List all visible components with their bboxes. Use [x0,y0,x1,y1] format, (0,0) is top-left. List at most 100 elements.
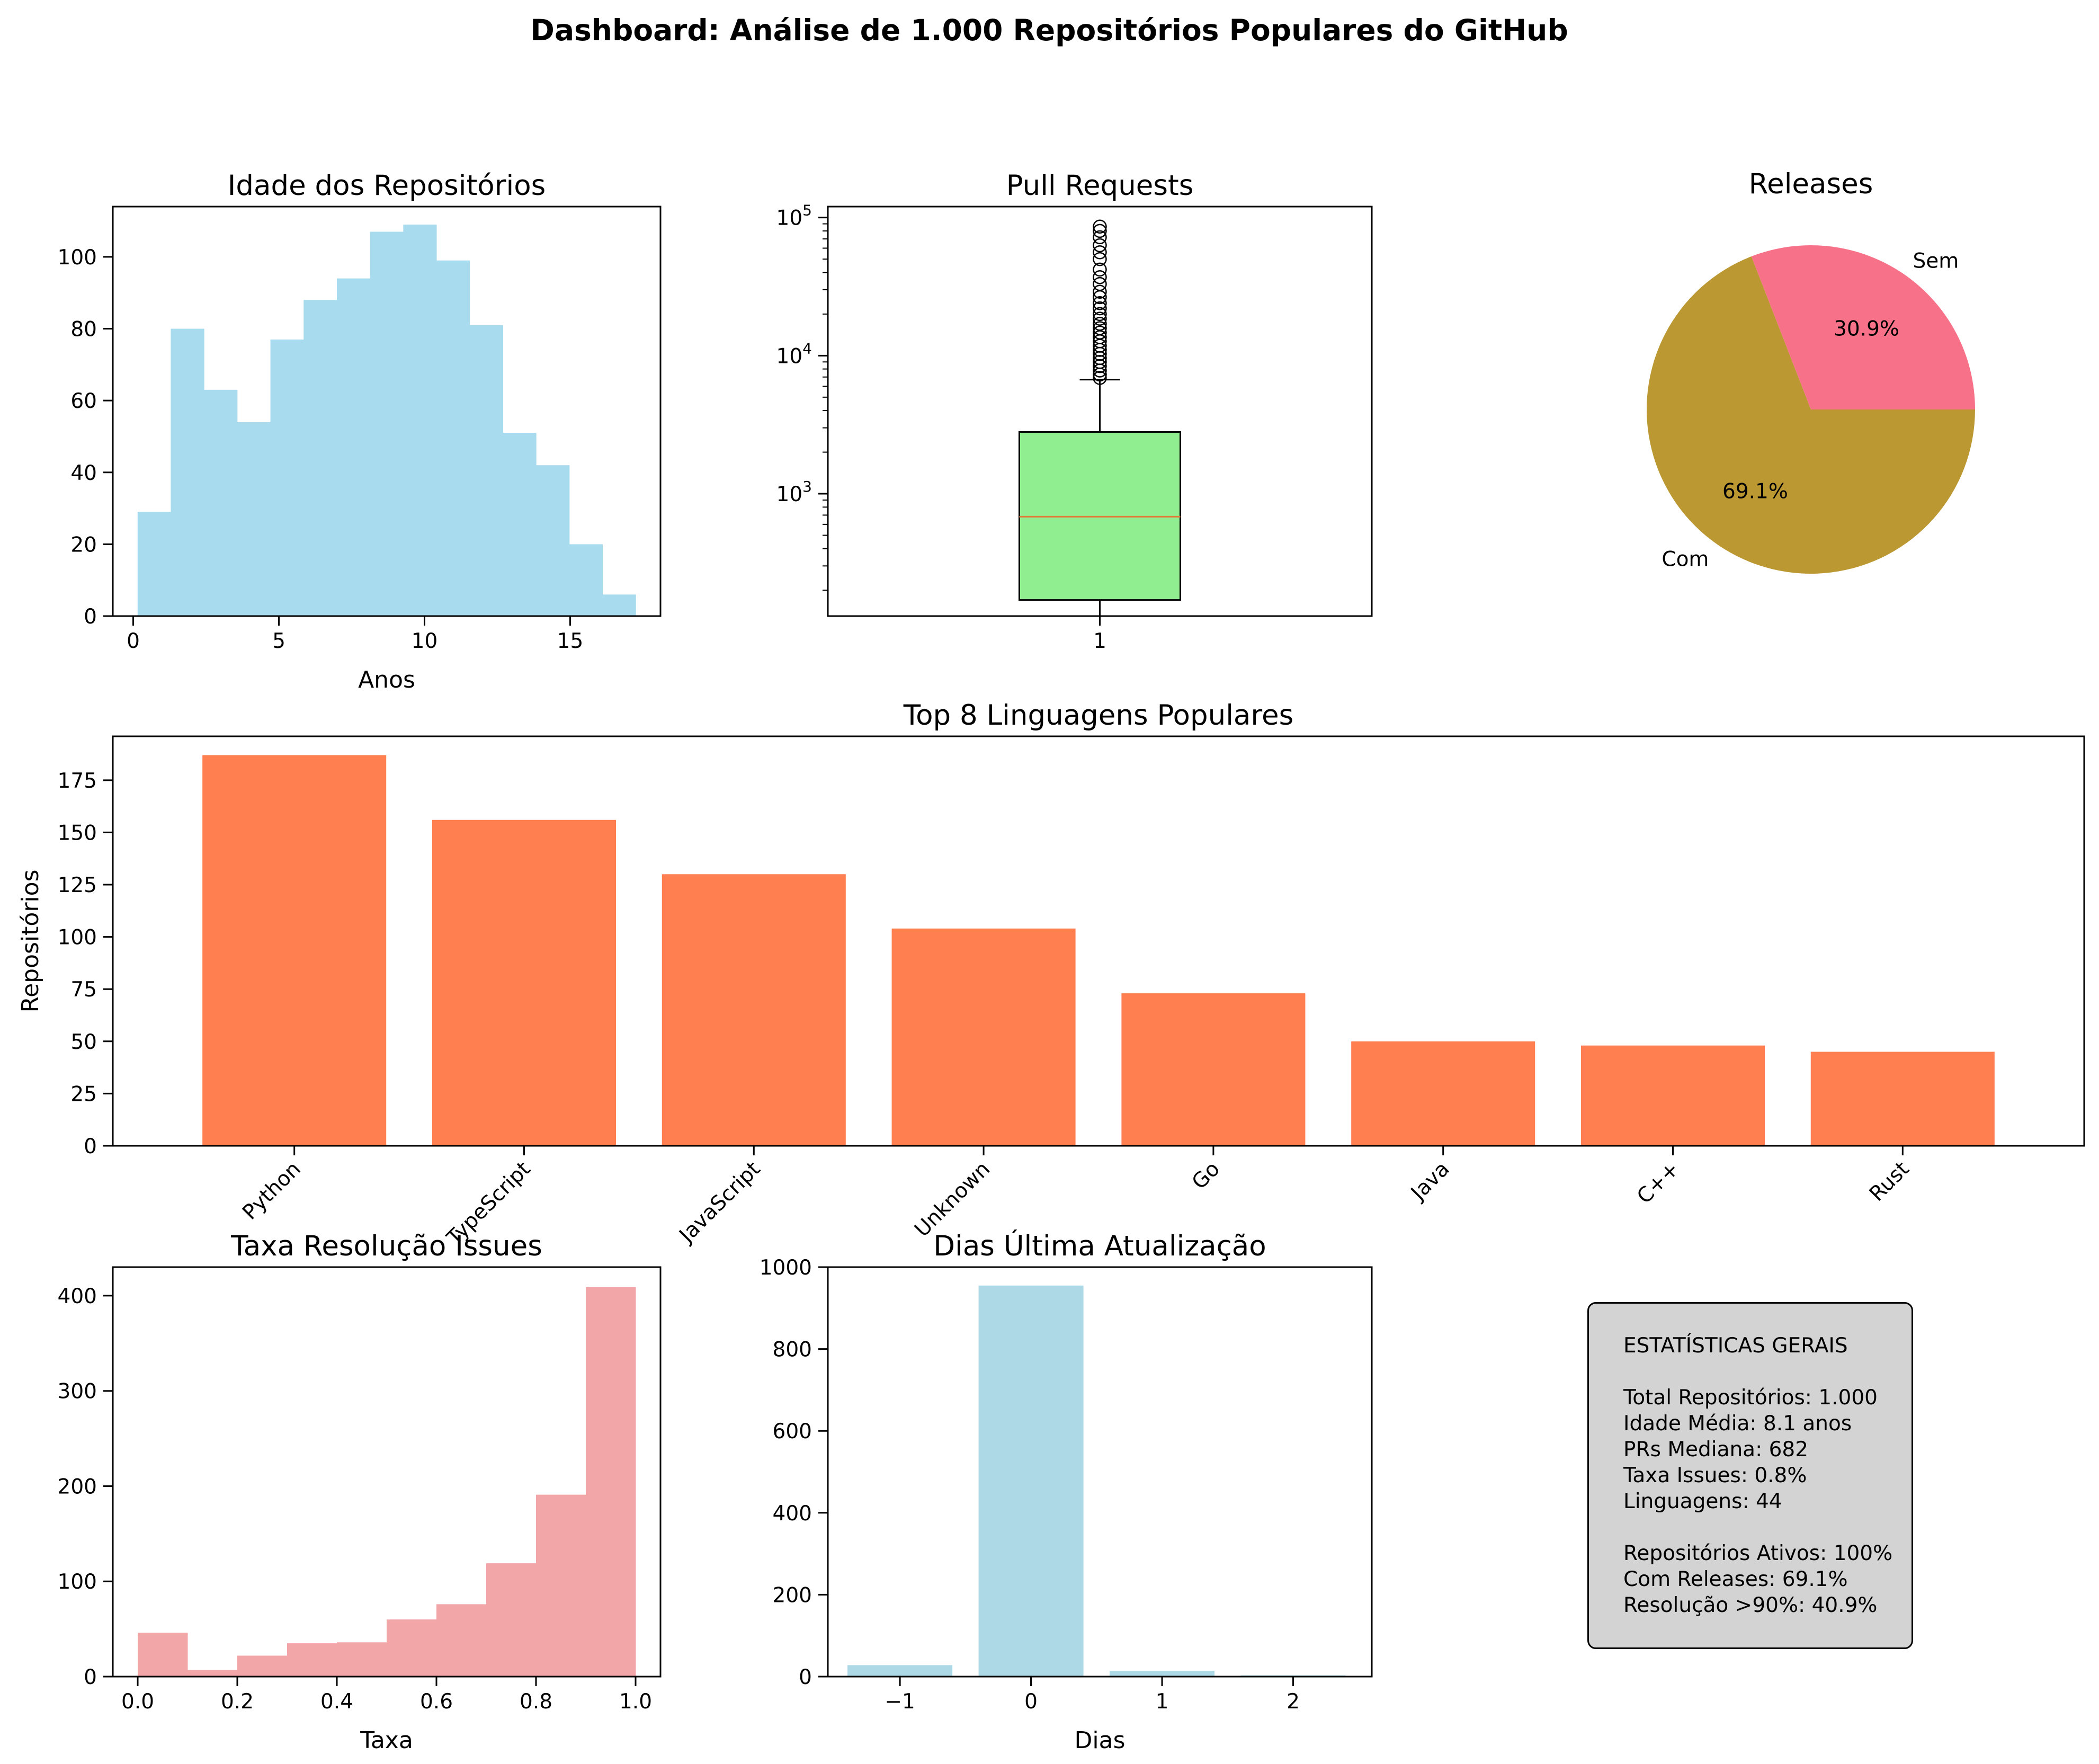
y-tick-label: 100 [58,1570,97,1594]
age-histogram-bar [503,433,537,616]
y-tick-label: 104 [776,340,812,368]
stat-languages: Linguagens: 44 [1623,1490,1782,1513]
language-bar [432,819,617,1146]
y-tick-label: 60 [70,389,97,413]
issues-histogram-bar [486,1563,537,1677]
issues-histogram-bar [287,1643,337,1677]
language-bar [891,928,1076,1146]
box-outlier-point [1093,325,1107,340]
issues-histogram-bar [387,1619,437,1677]
y-tick-label: 175 [58,769,97,793]
stat-active-repos: Repositórios Ativos: 100% [1623,1542,1893,1565]
y-tick-label: 20 [70,533,97,557]
x-axis-label: Dias [1075,1727,1126,1754]
language-tick-label: Python [238,1157,305,1224]
language-tick-label: Go [1187,1157,1225,1194]
language-tick-label: Rust [1865,1157,1914,1206]
pie-slice-sem [1751,245,1975,409]
y-tick-label: 25 [70,1082,97,1106]
x-tick-label: 0.4 [320,1690,353,1714]
age-histogram-bar [237,422,271,616]
pie-category-label: Sem [1913,250,1959,273]
language-tick-label: Java [1406,1157,1454,1206]
x-tick-label: 0.0 [121,1690,154,1714]
updates-axes-frame [827,1266,1373,1678]
box-outlier-point [1093,284,1107,299]
y-tick-label: 50 [70,1030,97,1054]
updates-chart-title: Dias Última Atualização [933,1229,1266,1262]
age-chart-title: Idade dos Repositórios [228,170,546,202]
stat-issue-rate: Taxa Issues: 0.8% [1623,1464,1807,1487]
x-tick-label: 2 [1287,1690,1300,1714]
age-histogram-bar [171,328,204,616]
language-bar [202,755,387,1146]
language-bar [1121,993,1306,1146]
issues-histogram-bar [536,1494,586,1677]
y-tick-label: 0 [84,605,97,629]
language-bar [1810,1052,1995,1146]
age-histogram-bar [403,224,437,616]
stat-median-prs: PRs Mediana: 682 [1623,1438,1809,1462]
box-outlier-point [1093,355,1107,369]
language-tick-label: JavaScript [674,1157,765,1248]
issues-histogram-bar [586,1287,636,1677]
y-tick-label: 0 [84,1665,97,1689]
stat-total-repos: Total Repositórios: 1.000 [1623,1386,1878,1410]
pie-slice-com [1647,256,1975,574]
issues-histogram-bar [337,1642,387,1677]
language-tick-label: C++ [1632,1157,1684,1208]
issues-histogram-bar [138,1633,188,1677]
age-histogram-bar [303,300,337,616]
age-histogram-bar [436,260,470,616]
x-tick-label: 0 [127,629,140,653]
prs-chart-title: Pull Requests [1006,170,1194,202]
language-bar [662,874,846,1146]
x-tick-label: 1 [1156,1690,1169,1714]
y-tick-label: 200 [773,1583,812,1607]
stat-with-releases: Com Releases: 69.1% [1623,1567,1848,1591]
language-bar [1351,1041,1535,1146]
box-outlier-point [1093,330,1107,344]
y-tick-label: 75 [70,978,97,1002]
box-outlier-point [1093,262,1107,277]
y-tick-label: 100 [58,246,97,270]
x-tick-label: 1 [1093,629,1106,653]
box-outlier-point [1093,321,1107,335]
pie-category-label: Com [1662,547,1709,571]
age-histogram-bar [336,278,371,616]
language-tick-label: Unknown [910,1157,995,1242]
issues-histogram-bar [187,1670,238,1677]
box-outlier-point [1093,317,1107,331]
box-outlier-point [1093,230,1107,245]
issues-chart-title: Taxa Resolução Issues [230,1230,542,1262]
pie-percent-label: 69.1% [1722,480,1788,504]
issues-histogram-bar [237,1655,288,1677]
issues-histogram-bar [436,1604,487,1677]
y-tick-label: 600 [773,1420,812,1444]
y-tick-label: 105 [776,202,812,230]
box-outlier-point [1093,277,1107,291]
stats-box: ESTATÍSTICAS GERAIS Total Repositórios: … [1587,1302,1913,1649]
y-tick-label: 400 [58,1285,97,1308]
box-outlier-point [1093,371,1107,385]
x-tick-label: −1 [885,1690,915,1714]
y-tick-label: 103 [776,478,812,506]
y-tick-label: 300 [58,1380,97,1404]
y-tick-label: 800 [773,1338,812,1362]
figure-title: Dashboard: Análise de 1.000 Repositórios… [530,13,1568,47]
releases-chart-title: Releases [1749,168,1873,200]
y-axis-label: Repositórios [17,870,44,1013]
y-tick-label: 40 [70,461,97,485]
age-axes-frame [112,206,662,617]
y-tick-label: 0 [799,1665,812,1689]
box-outlier-point [1093,245,1107,260]
x-axis-label: Taxa [360,1727,413,1754]
language-bar [1580,1045,1765,1146]
x-tick-label: 15 [557,629,584,653]
age-histogram-bar [137,512,171,616]
languages-chart-title: Top 8 Linguagens Populares [903,699,1294,732]
stat-mean-age: Idade Média: 8.1 anos [1623,1412,1852,1436]
update-histogram-bar [847,1665,953,1677]
box-outlier-point [1093,270,1107,284]
update-histogram-bar [978,1285,1084,1677]
